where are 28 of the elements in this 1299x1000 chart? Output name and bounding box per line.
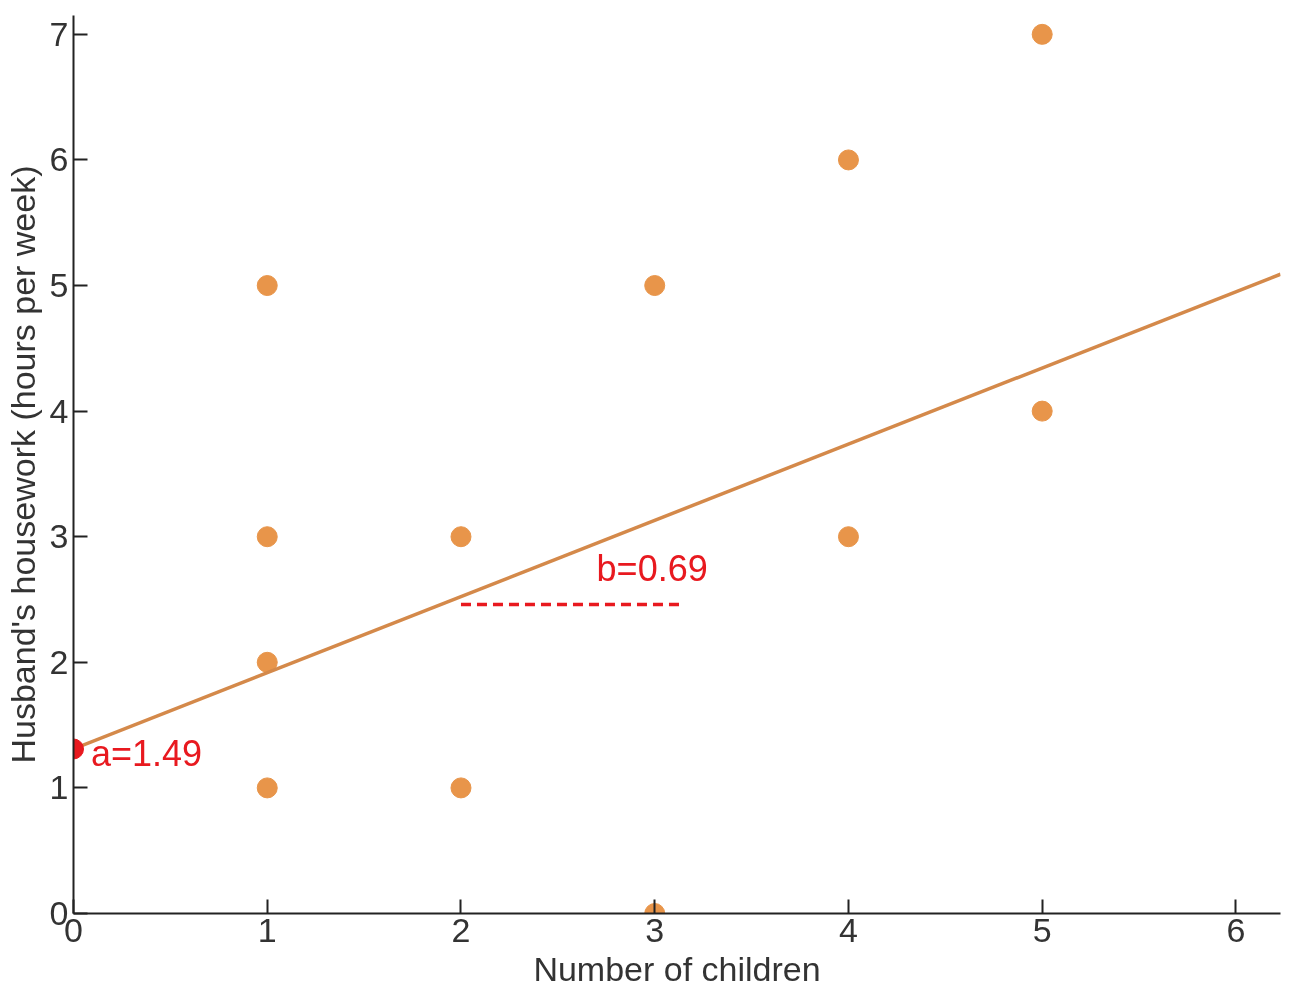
y-tick-label: 2 <box>49 642 69 681</box>
y-tick-label: 1 <box>49 768 69 807</box>
point <box>256 651 278 673</box>
x-axis-title: Number of children <box>533 949 821 988</box>
y-tick-label: 7 <box>49 14 69 53</box>
y-tick-label: 6 <box>49 140 69 179</box>
point <box>256 526 278 548</box>
annotation: b=0.69 <box>596 548 708 590</box>
y-axis-title: Husband's housework (hours per week) <box>3 165 42 764</box>
point <box>837 526 859 548</box>
point <box>644 275 666 297</box>
y-tick-label: 4 <box>49 391 69 430</box>
point <box>1031 400 1053 422</box>
point <box>450 526 472 548</box>
point <box>837 149 859 171</box>
annotation: a=1.49 <box>90 733 203 775</box>
point <box>450 777 472 799</box>
y-tick-label: 5 <box>49 266 69 305</box>
x-tick-label: 4 <box>839 910 858 949</box>
point <box>256 275 278 297</box>
point <box>256 777 278 799</box>
point <box>1031 23 1053 45</box>
x-tick-label: 1 <box>257 910 277 949</box>
x-tick-label: 6 <box>1226 910 1246 949</box>
x-tick-label: 3 <box>645 910 665 949</box>
y-tick-label: 3 <box>49 517 69 556</box>
x-tick-label: 5 <box>1032 910 1052 949</box>
x-tick-label: 2 <box>451 910 471 949</box>
